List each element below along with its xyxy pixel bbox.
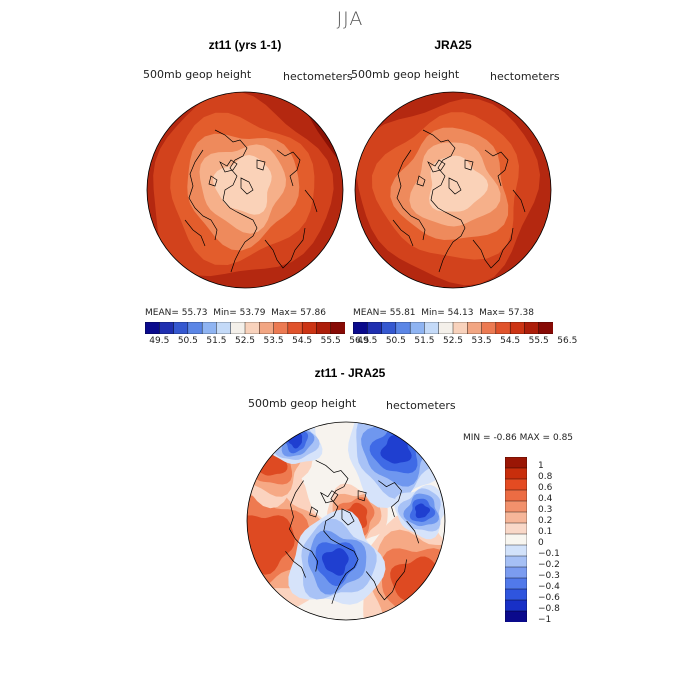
colorbar-tick-label: 49.5	[357, 336, 378, 346]
colorbar-tick-label: −0.6	[538, 593, 560, 604]
colorbar-swatch	[505, 588, 527, 601]
colorbar-tick-label: 56.5	[557, 336, 578, 346]
colorbar-tick-label: 50.5	[385, 336, 406, 346]
colorbar-swatch	[505, 457, 527, 469]
colorbar-tick-label: −0.2	[538, 560, 560, 571]
colorbar-swatch	[505, 511, 527, 524]
colorbar-difference-ticks: 1 0.8 0.6 0.4 0.3 0.2 0.1 0 −0.1 −0.2 −0.3 −0.4 −0.6…	[538, 457, 578, 626]
panel-reanalysis-stats: MEAN= 55.81 Min= 54.13 Max= 57.38	[353, 308, 534, 318]
colorbar-tick-label: 51.5	[206, 336, 227, 346]
colorbar-swatch	[505, 599, 527, 612]
colorbar-swatch	[505, 478, 527, 491]
colorbar-tick-label: −1	[538, 615, 552, 626]
panel-reanalysis-variable: 500mb geop height	[351, 68, 460, 81]
colorbar-tick-label: 0.4	[538, 494, 553, 505]
colorbar-swatch	[505, 489, 527, 502]
colorbar-swatch	[395, 322, 411, 334]
colorbar-swatch	[524, 322, 540, 334]
colorbar-tick-label: 52.5	[442, 336, 464, 346]
colorbar-swatch	[505, 566, 527, 579]
colorbar-model	[145, 322, 345, 334]
colorbar-swatch	[381, 322, 397, 334]
colorbar-tick-label: 0	[538, 538, 544, 549]
colorbar-swatch	[259, 322, 275, 334]
colorbar-swatch	[495, 322, 511, 334]
colorbar-swatch	[467, 322, 483, 334]
polar-map-difference	[246, 421, 446, 621]
panel-difference-units: hectometers	[386, 399, 456, 412]
colorbar-swatch	[505, 555, 527, 568]
colorbar-tick-label: 54.5	[500, 336, 521, 346]
polar-map-reanalysis	[354, 91, 552, 289]
colorbar-swatch	[505, 522, 527, 535]
colorbar-tick-label: 49.5	[149, 336, 170, 346]
colorbar-swatch	[201, 322, 217, 334]
colorbar-swatch	[216, 322, 232, 334]
colorbar-swatch	[287, 322, 303, 334]
colorbar-swatch	[330, 322, 345, 334]
colorbar-swatch	[367, 322, 383, 334]
colorbar-reanalysis	[353, 322, 553, 334]
colorbar-model-ticks: 49.5 50.5 51.5 52.5 53.5 54.5 55.5 56.5	[145, 336, 369, 348]
panel-title-reanalysis: JRA25	[434, 38, 472, 52]
colorbar-swatch	[145, 322, 160, 334]
colorbar-tick-label: 53.5	[263, 336, 284, 346]
colorbar-swatch	[538, 322, 553, 334]
colorbar-swatch	[505, 544, 527, 557]
colorbar-swatch	[353, 322, 368, 334]
colorbar-tick-label: 55.5	[320, 336, 341, 346]
panel-model-units: hectometers	[283, 70, 353, 83]
colorbar-tick-label: 0.2	[538, 516, 553, 527]
colorbar-tick-label: 0.3	[538, 505, 553, 516]
colorbar-tick-label: −0.3	[538, 571, 560, 582]
colorbar-swatch	[173, 322, 189, 334]
colorbar-swatch	[301, 322, 317, 334]
colorbar-swatch	[481, 322, 497, 334]
colorbar-tick-label: 50.5	[177, 336, 198, 346]
colorbar-swatch	[505, 610, 527, 622]
colorbar-tick-label: 0.1	[538, 527, 553, 538]
colorbar-swatch	[409, 322, 425, 334]
colorbar-swatch	[159, 322, 175, 334]
colorbar-tick-label: −0.4	[538, 582, 560, 593]
colorbar-swatch	[505, 533, 527, 546]
colorbar-swatch	[273, 322, 289, 334]
colorbar-swatch	[505, 577, 527, 590]
colorbar-tick-label: −0.1	[538, 549, 560, 560]
colorbar-tick-label: 55.5	[528, 336, 549, 346]
colorbar-difference	[505, 457, 527, 622]
colorbar-swatch	[438, 322, 454, 334]
panel-title-model: zt11 (yrs 1-1)	[208, 38, 282, 52]
colorbar-swatch	[452, 322, 468, 334]
polar-map-model	[146, 91, 344, 289]
colorbar-swatch	[505, 500, 527, 513]
colorbar-reanalysis-ticks: 49.5 50.5 51.5 52.5 53.5 54.5 55.5 56.5	[353, 336, 577, 348]
colorbar-tick-label: 56.5	[349, 336, 370, 346]
panel-title-difference: zt11 - JRA25	[314, 366, 386, 380]
colorbar-tick-label: 0.8	[538, 472, 553, 483]
panel-difference-variable: 500mb geop height	[248, 397, 357, 410]
panel-model-stats: MEAN= 55.73 Min= 53.79 Max= 57.86	[145, 308, 326, 318]
panel-model-variable: 500mb geop height	[143, 68, 252, 81]
colorbar-swatch	[509, 322, 525, 334]
colorbar-tick-label: 1	[538, 461, 544, 472]
colorbar-swatch	[316, 322, 332, 334]
colorbar-tick-label: 54.5	[292, 336, 313, 346]
panel-reanalysis-units: hectometers	[490, 70, 560, 83]
colorbar-tick-label: 0.6	[538, 483, 553, 494]
colorbar-swatch	[505, 467, 527, 480]
season-title: JJA	[336, 8, 364, 30]
colorbar-tick-label: 51.5	[414, 336, 435, 346]
panel-difference-stats: MIN = -0.86 MAX = 0.85	[463, 433, 574, 443]
colorbar-tick-label: −0.8	[538, 604, 560, 615]
colorbar-swatch	[244, 322, 260, 334]
colorbar-tick-label: 52.5	[234, 336, 256, 346]
colorbar-swatch	[424, 322, 440, 334]
colorbar-swatch	[187, 322, 203, 334]
colorbar-tick-label: 53.5	[471, 336, 492, 346]
colorbar-swatch	[230, 322, 246, 334]
